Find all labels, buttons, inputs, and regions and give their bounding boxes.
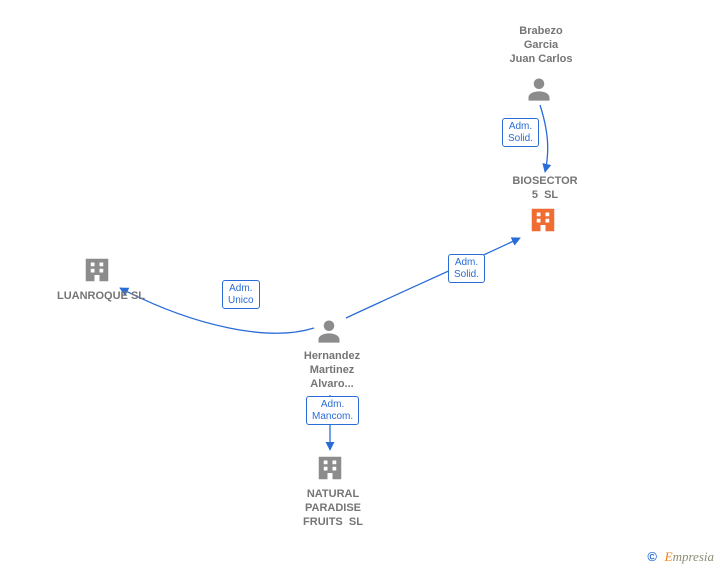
company-icon[interactable] xyxy=(82,255,112,285)
node-label-biosector: BIOSECTOR 5 SL xyxy=(506,175,584,203)
diagram-canvas: Adm. Unico Adm. Solid. Adm. Mancom. Adm.… xyxy=(0,0,728,575)
edge-label-adm-unico: Adm. Unico xyxy=(222,280,260,309)
edge-label-adm-solid-2: Adm. Solid. xyxy=(502,118,539,147)
edge-hernandez-biosector xyxy=(346,238,520,318)
person-icon[interactable] xyxy=(315,316,343,346)
node-label-hernandez: Hernandez Martinez Alvaro... xyxy=(302,350,362,391)
person-icon[interactable] xyxy=(525,74,553,104)
edge-brabezo-biosector xyxy=(540,105,548,172)
footer-attribution: © Empresia xyxy=(647,549,714,565)
company-icon[interactable] xyxy=(528,205,558,235)
brand-name: Empresia xyxy=(665,549,714,564)
node-label-brabezo: Brabezo Garcia Juan Carlos xyxy=(503,25,579,66)
company-icon[interactable] xyxy=(315,453,345,483)
node-label-luanroque: LUANROQUE SL xyxy=(51,290,151,304)
edge-label-adm-mancom: Adm. Mancom. xyxy=(306,396,359,425)
edge-label-adm-solid-1: Adm. Solid. xyxy=(448,254,485,283)
copyright-symbol: © xyxy=(647,549,657,564)
node-label-natural: NATURAL PARADISE FRUITS SL xyxy=(294,488,372,529)
